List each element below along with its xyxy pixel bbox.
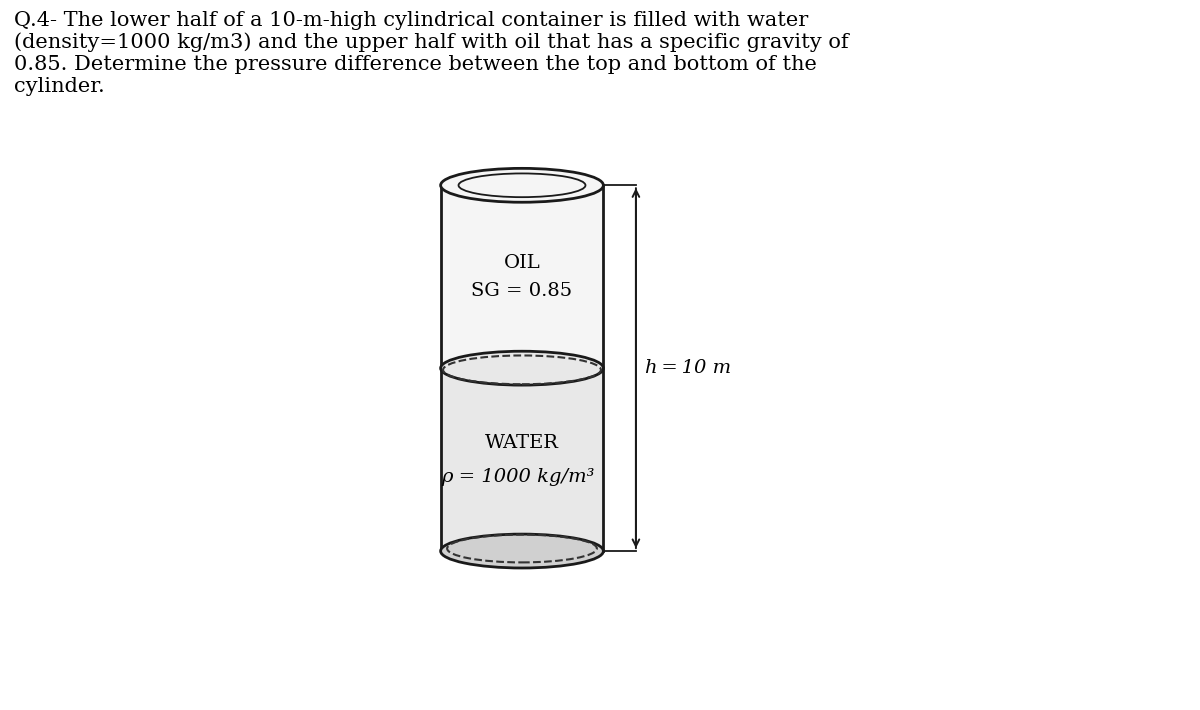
Bar bbox=[440, 185, 604, 368]
Bar bbox=[440, 368, 604, 551]
Text: SG = 0.85: SG = 0.85 bbox=[472, 282, 572, 300]
Text: ρ = 1000 kg/m³: ρ = 1000 kg/m³ bbox=[442, 468, 595, 486]
Text: h = 10 m: h = 10 m bbox=[646, 359, 731, 377]
Text: Q.4- The lower half of a 10-m-high cylindrical container is filled with water
(d: Q.4- The lower half of a 10-m-high cylin… bbox=[14, 11, 850, 97]
Text: OIL: OIL bbox=[504, 254, 540, 272]
Text: WATER: WATER bbox=[485, 434, 559, 452]
Ellipse shape bbox=[440, 534, 604, 568]
Ellipse shape bbox=[440, 168, 604, 202]
Ellipse shape bbox=[440, 351, 604, 385]
